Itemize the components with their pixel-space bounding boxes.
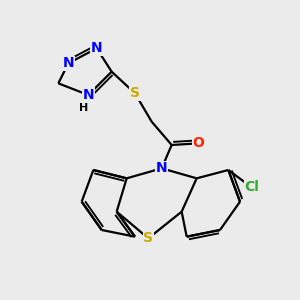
Text: H: H [79,103,88,113]
Text: N: N [82,88,94,102]
Text: S: S [143,231,153,245]
Text: N: N [156,161,167,175]
Text: N: N [62,56,74,70]
Text: Cl: Cl [244,180,259,194]
Text: N: N [91,41,103,55]
Text: O: O [192,136,204,150]
Text: S: S [130,86,140,100]
